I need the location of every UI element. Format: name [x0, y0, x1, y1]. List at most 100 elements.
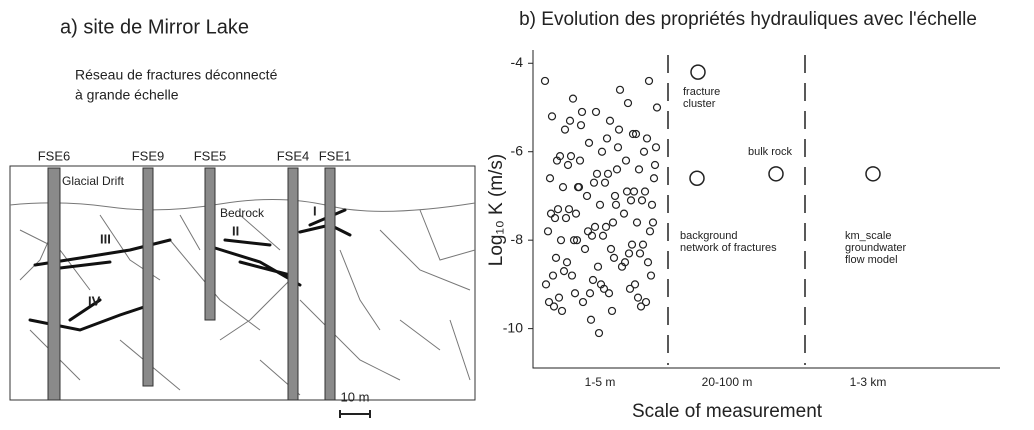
well — [204, 167, 216, 321]
panel-subtitle: Réseau de fractures déconnecté — [75, 67, 278, 83]
point — [563, 160, 573, 170]
zone-label: IV — [88, 293, 101, 308]
point — [611, 200, 621, 209]
point — [620, 258, 630, 267]
point — [648, 218, 658, 227]
point — [599, 284, 609, 293]
point — [607, 306, 617, 316]
point — [646, 271, 656, 280]
well-label: FSE5 — [194, 148, 227, 163]
point — [628, 129, 638, 139]
point — [576, 121, 586, 130]
point — [592, 169, 602, 178]
fracture-zones — [28, 208, 352, 332]
point — [636, 302, 646, 311]
zone-label: I — [313, 203, 317, 218]
layer-label: Bedrock — [220, 206, 265, 220]
point — [564, 205, 574, 214]
point — [626, 196, 636, 205]
point — [541, 280, 551, 289]
y-tick-label: -6 — [511, 142, 524, 158]
point — [547, 112, 557, 121]
scale-divider — [667, 55, 806, 365]
point — [565, 116, 575, 125]
chart-title: b) Evolution des propriétés hydrauliques… — [519, 9, 977, 30]
point — [588, 275, 598, 285]
point — [594, 328, 604, 338]
point — [568, 94, 578, 103]
point — [590, 222, 600, 232]
point — [574, 182, 584, 192]
point — [631, 129, 641, 139]
point — [553, 205, 563, 214]
y-tick-label: -10 — [503, 319, 523, 335]
point — [613, 143, 623, 152]
zone-label: III — [100, 231, 111, 246]
point — [622, 187, 632, 196]
point — [643, 258, 653, 267]
point — [557, 306, 567, 316]
point — [649, 174, 659, 183]
point — [603, 169, 613, 178]
annotated-point — [865, 166, 881, 182]
point — [615, 85, 625, 94]
point — [546, 209, 556, 218]
point — [578, 297, 588, 307]
point — [640, 187, 650, 196]
point — [595, 200, 605, 209]
point — [647, 200, 657, 209]
well-label: FSE9 — [132, 148, 165, 163]
point — [571, 209, 581, 218]
annotation: fracture — [683, 86, 720, 98]
point — [569, 236, 579, 245]
annotation: flow model — [845, 254, 898, 266]
point — [593, 262, 603, 271]
point — [589, 178, 599, 187]
point — [624, 249, 634, 258]
point — [558, 182, 568, 192]
axes — [532, 50, 1000, 369]
point — [552, 156, 562, 165]
point — [582, 191, 592, 201]
well — [142, 167, 154, 387]
point — [580, 244, 590, 254]
point — [619, 209, 629, 218]
x-category-label: 20-100 m — [702, 375, 753, 389]
panel-title: a) site de Mirror Lake — [60, 16, 249, 38]
point — [575, 156, 585, 165]
point — [605, 116, 615, 125]
y-tick-label: -8 — [511, 231, 524, 247]
annotated-point — [690, 64, 706, 80]
annotation: km_scale — [845, 230, 891, 242]
point — [609, 253, 619, 262]
point — [612, 165, 622, 174]
diagram: FSE6 FSE9 FSE5 FSE4 FSE1 Glacial Drift B… — [9, 148, 476, 401]
annotation: bulk rock — [748, 146, 793, 158]
point — [634, 165, 644, 174]
point — [641, 297, 651, 307]
well — [47, 167, 61, 401]
point — [651, 143, 661, 152]
point — [549, 302, 559, 311]
point — [633, 293, 643, 302]
point — [577, 107, 587, 117]
point — [572, 236, 582, 245]
x-category-label: 1-3 km — [850, 375, 887, 389]
point — [586, 315, 596, 324]
well-label: FSE1 — [319, 148, 352, 163]
point — [650, 160, 660, 170]
point — [583, 227, 593, 236]
point — [629, 187, 639, 196]
point — [554, 293, 564, 302]
point — [570, 289, 580, 298]
point — [559, 267, 569, 276]
well — [324, 167, 336, 401]
point — [556, 236, 566, 245]
point — [608, 218, 618, 227]
zone-label: II — [232, 223, 239, 238]
point — [550, 213, 560, 223]
point — [630, 280, 640, 289]
point — [600, 178, 610, 187]
